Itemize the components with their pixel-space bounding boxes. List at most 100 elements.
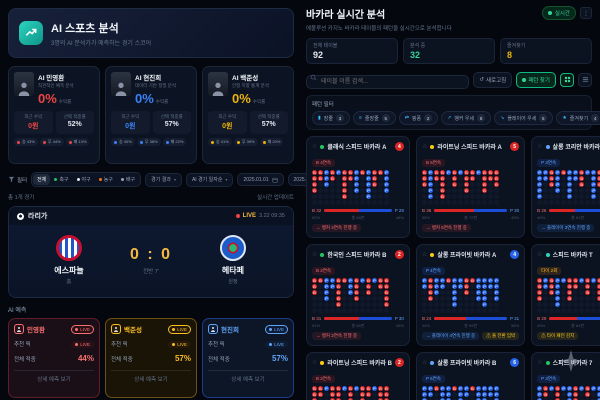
empty-bead — [579, 188, 585, 193]
player-bead: P — [457, 278, 463, 283]
banker-bead: B — [579, 176, 585, 181]
pattern-chip[interactable]: ▮ 장줄 3 — [312, 111, 350, 125]
pattern-footer-chip: → 뱅커 5연속 진행 중 — [421, 224, 471, 232]
match-card[interactable]: 라리가 LIVE 3.22 09:35 에스파뇰 홈 0 : 0 전반 7' 헤… — [8, 206, 294, 298]
baccarat-table-card[interactable]: ☆ 살롱 코리안 바카라 C 3 P 3연속 PPBPBPPBPPBPPPPBP… — [531, 136, 600, 238]
detail-link[interactable]: 상세 예측 보기 — [208, 370, 288, 383]
away-team: 헤타페 원정 — [198, 235, 268, 285]
banker-bead: B — [597, 290, 600, 295]
empty-bead — [475, 176, 481, 181]
sport-tab-전체[interactable]: 전체 — [33, 174, 51, 185]
pattern-chip[interactable]: ↘ 플레이어 우세 6 — [494, 111, 554, 125]
empty-bead — [567, 200, 573, 205]
refresh-button[interactable]: ↺ 새로고침 — [473, 71, 513, 88]
sport-tab-야구[interactable]: 야구 — [73, 174, 95, 185]
empty-bead — [591, 398, 597, 400]
prediction-card[interactable]: 현진희 LIVE 추천 픽 LIVE 전체 적중 57% 상세 예측 보기 — [202, 318, 294, 398]
empty-bead — [573, 194, 579, 199]
pattern-chip[interactable]: ★ 즐겨찾기 4 — [556, 111, 600, 125]
pattern-footer-chip: ⚠ 타이 패턴 감지 — [537, 332, 579, 340]
banker-bead: B — [427, 278, 433, 283]
date-from-picker[interactable]: 2025.01.01 — [237, 173, 284, 186]
empty-bead — [469, 296, 475, 301]
baccarat-table-card[interactable]: ☆ 스피드 바카라 T 2 타이 2회 BPBPPBBPBPBPBBPBPBBB… — [531, 244, 600, 346]
sport-tab-배구[interactable]: 배구 — [117, 174, 139, 185]
favorite-star-icon[interactable]: ☆ — [421, 360, 428, 366]
prediction-card[interactable]: 민영환 LIVE 추천 픽 LIVE 전체 적중 44% 상세 예측 보기 — [8, 318, 100, 398]
player-bead: P — [439, 386, 445, 391]
banker-bead: B — [330, 392, 335, 397]
favorite-star-icon[interactable]: ☆ — [312, 360, 318, 366]
empty-bead — [324, 200, 329, 205]
player-bead: P — [366, 182, 371, 187]
pattern-chip[interactable]: ⇄ 핑퐁 2 — [398, 111, 439, 125]
banker-bead: B — [487, 176, 493, 181]
prediction-card[interactable]: 백준성 LIVE 추천 픽 LIVE 전체 적중 57% 상세 예측 보기 — [105, 318, 197, 398]
player-bead: P — [555, 290, 561, 295]
favorite-star-icon[interactable]: ☆ — [421, 252, 428, 258]
player-bead: P — [573, 176, 579, 181]
empty-bead — [573, 188, 579, 193]
player-bead: P — [567, 170, 573, 175]
streak-pill: P 6연속 — [421, 375, 445, 383]
grid-view-button[interactable] — [560, 72, 574, 87]
empty-bead — [579, 296, 585, 301]
banker-bead: B — [336, 398, 341, 400]
banker-bead: B — [312, 176, 317, 181]
panel-menu-button[interactable]: ⋮ — [580, 7, 592, 19]
favorite-star-icon[interactable]: ☆ — [312, 144, 318, 150]
baccarat-table-card[interactable]: ☆ 스피드 바카라 7 3 P 3연속 PBPBPPBPBPPBPPBBPBBP… — [531, 352, 600, 400]
detail-link[interactable]: 상세 예측 보기 — [111, 370, 191, 383]
stat2-label: 선택 적중률 — [257, 114, 280, 119]
empty-bead — [579, 302, 585, 307]
total-rounds: 총 59판 — [464, 323, 477, 328]
empty-bead — [585, 182, 591, 187]
banker-bead: B — [543, 392, 549, 397]
sort-dropdown[interactable]: AI 경기 일자순 ▾ — [185, 172, 234, 187]
banker-bead: B — [481, 182, 487, 187]
player-bead: P — [555, 170, 561, 175]
empty-bead — [384, 194, 389, 199]
banker-bar — [434, 209, 475, 212]
empty-bead — [433, 200, 439, 205]
empty-bead — [469, 182, 475, 187]
player-bead: P — [549, 386, 555, 391]
green-dot-icon — [547, 11, 552, 15]
pattern-chip[interactable]: ≡ 줄장줄 5 — [352, 111, 396, 125]
empty-bead — [378, 296, 383, 301]
sport-tab-농구[interactable]: 농구 — [95, 174, 117, 185]
detail-link[interactable]: 상세 예측 보기 — [14, 370, 94, 383]
favorite-star-icon[interactable]: ☆ — [537, 144, 543, 150]
empty-bead — [348, 302, 353, 307]
player-bead: P — [475, 398, 481, 400]
empty-bead — [463, 296, 469, 301]
list-view-button[interactable] — [578, 72, 592, 87]
favorite-star-icon[interactable]: ☆ — [312, 252, 318, 258]
empty-bead — [585, 308, 591, 313]
sport-tab-축구[interactable]: 축구 — [50, 174, 72, 185]
empty-bead — [421, 200, 427, 205]
banker-bead: B — [463, 278, 469, 283]
person-icon — [212, 82, 224, 96]
banker-bead: B — [433, 386, 439, 391]
search-input[interactable] — [306, 75, 470, 89]
banker-count: B 36 — [421, 208, 432, 213]
pattern-find-button[interactable]: 패턴 찾기 — [516, 71, 556, 88]
banker-bead: B — [463, 284, 469, 289]
prediction-analyst-name: 민영환 — [27, 327, 45, 334]
banker-bead: B — [378, 386, 383, 391]
favorite-star-icon[interactable]: ☆ — [537, 252, 543, 258]
pattern-chip[interactable]: ↗ 뱅커 우세 8 — [441, 111, 492, 125]
analyst-roi-label: 수익률 — [252, 99, 266, 104]
favorite-star-icon[interactable]: ☆ — [421, 144, 428, 150]
favorite-star-icon[interactable]: ☆ — [537, 360, 543, 366]
pattern-chip-count: 6 — [539, 114, 548, 122]
pattern-footer-chip: → 플레이어 4연속 진행 중 — [421, 332, 480, 340]
result-dropdown[interactable]: 경기 결과 ▾ — [145, 172, 182, 187]
